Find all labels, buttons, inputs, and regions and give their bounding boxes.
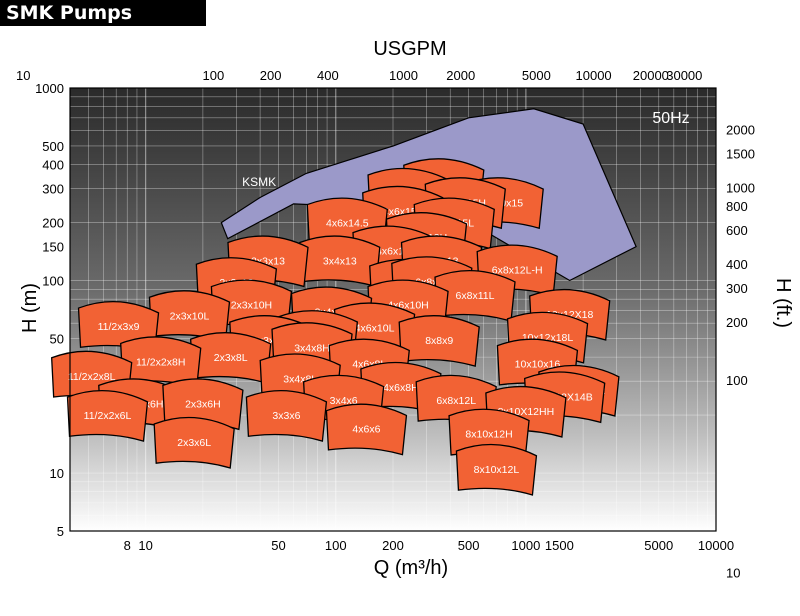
x-tick-label: 1000 [511, 538, 540, 553]
pump-label: 4x6x14.5 [326, 218, 369, 230]
axis-ticks: 8 10 50 100 200 500 1000 1500 5000 10000 5 10 50 100 1… [16, 68, 755, 580]
y-tick-label: 1000 [35, 81, 64, 96]
pump-curve-area [148, 290, 231, 343]
pump-label: 11/2x3x9 [98, 321, 140, 333]
pump-tile: 8x10x12L [455, 443, 538, 496]
pump-curve-area [398, 315, 480, 368]
ft-tick-label: 1500 [726, 146, 755, 161]
y-tick-label: 500 [42, 139, 64, 154]
pump-tile: 8x8x9 [398, 315, 480, 368]
pump-label: 4x6x6 [352, 424, 380, 436]
ft-tick-label: 200 [726, 315, 748, 330]
x-tick-label: 5000 [644, 538, 673, 553]
x-tick-label: 1500 [545, 538, 574, 553]
x-tick-label: 50 [271, 538, 285, 553]
pump-label: 2x3x10H [231, 300, 272, 312]
usgpm-tick-label: 200 [260, 68, 282, 83]
x-axis-title: Q (m³/h) [374, 557, 448, 579]
pump-label: 3x4x6 [330, 395, 358, 407]
pump-label: 2x3x10L [170, 310, 210, 322]
pump-curve-area [245, 390, 328, 442]
usgpm-tick-label: 30000 [666, 68, 702, 83]
usgpm-tick-label: 5000 [522, 68, 551, 83]
y-tick-label: 50 [50, 331, 64, 346]
y-tick-label: 10 [50, 466, 64, 481]
usgpm-tick-label: 100 [203, 68, 225, 83]
pump-tile: 3x4x13 [299, 235, 381, 288]
ft-tick-label: 300 [726, 281, 748, 296]
usgpm-tick-label: 20000 [633, 68, 669, 83]
usgpm-tick-label: 2000 [446, 68, 475, 83]
x-tick-label: 200 [382, 538, 404, 553]
usgpm-tick-label: 10000 [576, 68, 612, 83]
pump-label: 2x3x6H [185, 398, 221, 410]
frequency-label: 50Hz [652, 110, 689, 127]
ft-tick-label: 400 [726, 257, 748, 272]
usgpm-tick-label: 400 [317, 68, 339, 83]
x2-axis-title: USGPM [373, 38, 446, 60]
pump-curves: 6x8x184x6x15H8x10x156x8x15H4x6x15L6x8x15… [50, 158, 620, 496]
pump-label: 10x10x16 [515, 359, 561, 371]
pump-label: 2x3x6L [177, 437, 211, 449]
pump-curve-area [153, 416, 235, 469]
y-tick-label: 150 [42, 240, 64, 255]
pump-tile: 11/2x2x8H [120, 336, 202, 389]
pump-label: 11/2x2x8H [136, 356, 185, 368]
ft-tick-label: 100 [726, 373, 748, 388]
pump-label: 4x6x10L [355, 323, 395, 335]
x-tick-label: 100 [325, 538, 347, 553]
ft-tick-label: 2000 [726, 122, 755, 137]
pump-label: 11/2x2x6L [84, 410, 132, 422]
pump-label: 8x10x12L [474, 464, 520, 476]
pump-curve-area [455, 443, 538, 496]
usgpm-tick-label: 1000 [389, 68, 418, 83]
y-tick-label: 5 [57, 524, 64, 539]
pump-label: 6x8x11L [456, 290, 495, 302]
pump-label: 6x8x12L [436, 395, 476, 407]
y-tick-label: 300 [42, 182, 64, 197]
x-tick-label: 500 [458, 538, 480, 553]
y-axis-title: H (m) [19, 283, 41, 333]
pump-tile: 2x3x8L [189, 332, 272, 384]
pump-label: 3x4x8H [294, 342, 330, 354]
pump-tile: 2x3x6H [162, 378, 244, 431]
pump-curve-area [66, 390, 149, 442]
x-tick-label: 10 [138, 538, 152, 553]
pump-tile: 3x3x6 [245, 390, 328, 442]
pump-curve-area [325, 403, 408, 456]
pump-label: 8x8x9 [425, 335, 453, 347]
x-tick-label: 8 [124, 538, 131, 553]
y-tick-label: 400 [42, 158, 64, 173]
x-tick-label: 10000 [698, 538, 734, 553]
pump-tile: 6x8x11L [434, 270, 516, 322]
ft-tick-label: 10 [726, 565, 740, 580]
pump-label: 11/2x2x8L [68, 371, 116, 383]
pump-label: 6x8x12L-H [492, 265, 543, 277]
pump-label: 4x6x8H [383, 382, 419, 394]
ft-tick-label: 1000 [726, 180, 755, 195]
usgpm-tick-label: 10 [16, 68, 30, 83]
plot-frame [69, 87, 717, 532]
pump-tile: 2x3x6L [153, 416, 235, 469]
y-tick-label: 100 [42, 274, 64, 289]
pump-tile: 2x3x10L [148, 290, 231, 343]
brand-title: SMK Pumps [0, 0, 206, 26]
ksmk-label: KSMK [242, 175, 276, 189]
pump-tile: 11/2x2x6L [66, 390, 149, 442]
pump-label: 3x3x6 [272, 410, 300, 422]
pump-label: 3x4x13 [323, 256, 357, 268]
y-tick-label: 200 [42, 216, 64, 231]
pump-tile: 4x6x6 [325, 403, 408, 456]
pump-label: 8x10x12H [465, 429, 512, 441]
pump-label: 2x3x8L [214, 352, 248, 364]
ft-tick-label: 600 [726, 223, 748, 238]
pump-curve-area [434, 270, 516, 322]
y2-axis-title: H (ft.) [772, 278, 794, 328]
ft-tick-label: 800 [726, 199, 748, 214]
